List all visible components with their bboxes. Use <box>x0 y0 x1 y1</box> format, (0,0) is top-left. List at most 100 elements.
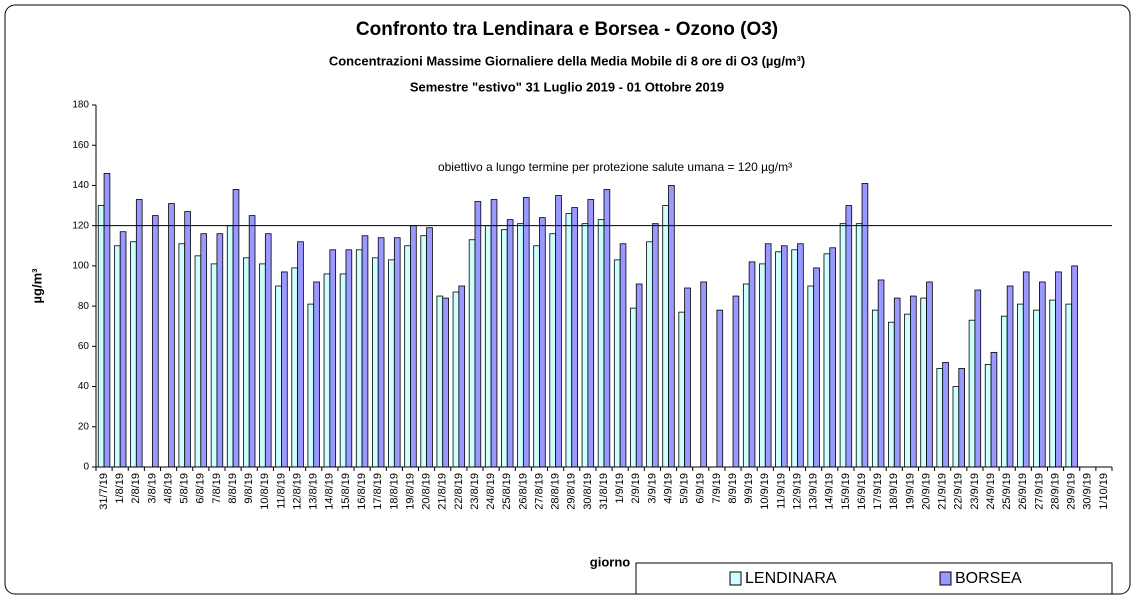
bar <box>216 233 224 468</box>
bar <box>571 207 578 468</box>
x-tick-label: 14/8/19 <box>324 473 336 510</box>
bar <box>668 185 675 468</box>
bar <box>506 219 514 468</box>
bar <box>474 201 482 468</box>
bar <box>780 245 788 468</box>
bar <box>1065 303 1073 468</box>
bar <box>684 287 691 468</box>
x-tick-label: 28/9/19 <box>1049 473 1061 510</box>
bar <box>597 219 605 468</box>
legend-label: BORSEA <box>955 570 1022 587</box>
bar <box>871 309 879 468</box>
x-tick-label: 5/8/19 <box>179 473 191 504</box>
x-tick-label: 9/9/19 <box>743 473 755 504</box>
x-tick-label: 2/9/19 <box>630 473 642 504</box>
bar <box>152 215 159 468</box>
bar <box>613 259 621 468</box>
bar <box>855 223 863 468</box>
x-tick-label: 20/9/19 <box>920 473 932 510</box>
bar <box>893 297 901 468</box>
x-tick-label: 26/8/19 <box>517 473 529 510</box>
bar <box>410 225 417 468</box>
x-tick-label: 6/9/19 <box>695 473 707 504</box>
bar <box>926 281 933 468</box>
x-tick-label: 28/8/19 <box>550 473 562 510</box>
bar <box>958 368 965 468</box>
x-tick-label: 27/8/19 <box>533 473 545 510</box>
bar <box>984 364 992 468</box>
x-tick-label: 12/8/19 <box>291 473 303 510</box>
bar <box>678 311 686 468</box>
bar <box>742 283 750 468</box>
x-tick-label: 10/8/19 <box>259 473 271 510</box>
x-tick-label: 29/8/19 <box>566 473 578 510</box>
x-tick-label: 25/8/19 <box>501 473 513 510</box>
x-tick-label: 14/9/19 <box>824 473 836 510</box>
x-tick-label: 25/9/19 <box>1001 473 1013 510</box>
bar <box>372 257 379 468</box>
y-axis-label: µg/m³ <box>29 268 44 304</box>
bar <box>662 205 669 468</box>
bar <box>1033 309 1040 468</box>
bar <box>1006 285 1014 468</box>
x-tick-label: 1/10/19 <box>1098 473 1110 510</box>
x-tick-label: 30/9/19 <box>1082 473 1094 510</box>
bar <box>135 199 143 468</box>
x-tick-label: 7/9/19 <box>711 473 723 504</box>
bar <box>468 239 476 468</box>
bar <box>323 273 331 468</box>
bar <box>168 203 175 468</box>
x-tick-label: 1/9/19 <box>614 473 626 504</box>
bar <box>436 295 444 468</box>
x-tick-label: 31/7/19 <box>98 473 110 510</box>
bar <box>1000 315 1008 468</box>
x-tick-label: 18/9/19 <box>888 473 900 510</box>
bar <box>243 257 250 468</box>
y-tick-label: 80 <box>78 301 90 312</box>
bar <box>764 243 772 468</box>
bar <box>248 215 256 468</box>
bar <box>619 243 627 468</box>
y-tick-label: 40 <box>78 381 90 392</box>
bar <box>533 245 540 468</box>
x-tick-label: 19/8/19 <box>404 473 416 510</box>
x-tick-label: 12/9/19 <box>791 473 803 510</box>
x-tick-label: 8/9/19 <box>727 473 739 504</box>
bar <box>1017 303 1024 468</box>
x-tick-label: 2/8/19 <box>130 473 142 504</box>
bar <box>377 237 385 468</box>
bar <box>716 309 724 468</box>
bar <box>501 229 508 468</box>
bar <box>748 261 756 468</box>
legend-swatch <box>939 571 952 586</box>
annotation: obiettivo a lungo termine per protezione… <box>438 160 792 174</box>
bar <box>130 241 137 468</box>
x-tick-label: 9/8/19 <box>243 473 255 504</box>
bar <box>522 197 530 468</box>
x-tick-label: 21/9/19 <box>937 473 949 510</box>
bar <box>539 217 546 468</box>
x-tick-label: 21/8/19 <box>437 473 449 510</box>
bar <box>313 281 320 468</box>
legend <box>635 562 1113 595</box>
bar <box>259 263 266 468</box>
bar <box>565 213 573 468</box>
x-tick-label: 24/9/19 <box>985 473 997 510</box>
x-tick-label: 3/8/19 <box>146 473 158 504</box>
bar <box>952 386 960 468</box>
legend-swatch <box>729 571 742 586</box>
y-tick-label: 160 <box>72 140 89 151</box>
chart-subtitle: Concentrazioni Massime Giornaliere della… <box>329 53 805 68</box>
bar <box>581 223 589 468</box>
bar <box>829 247 836 468</box>
bar <box>635 283 643 468</box>
x-axis-label: giorno <box>590 554 630 569</box>
x-tick-label: 13/8/19 <box>308 473 320 510</box>
bar <box>1071 265 1078 468</box>
bar <box>113 245 121 468</box>
bar <box>452 291 460 468</box>
x-tick-label: 27/9/19 <box>1033 473 1045 510</box>
bar <box>404 245 411 468</box>
x-tick-label: 16/9/19 <box>856 473 868 510</box>
